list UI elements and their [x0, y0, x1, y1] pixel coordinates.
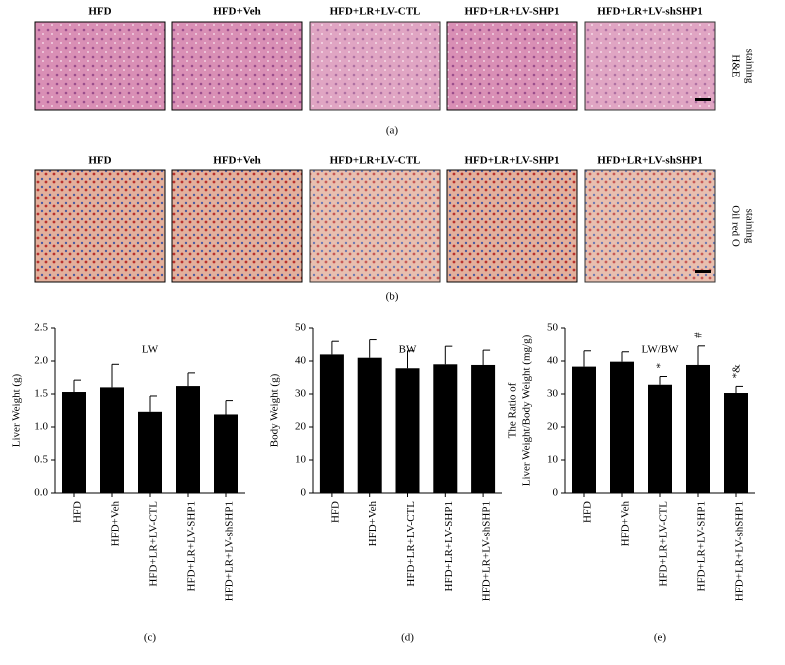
y-tick-label: 1.5 — [34, 388, 48, 400]
x-tick-label: HFD+LR+LV-SHP1 — [443, 501, 455, 591]
chart-title: BW — [399, 344, 417, 356]
histology-image — [584, 21, 716, 111]
bar — [176, 386, 200, 493]
bar — [471, 364, 496, 493]
histology-image — [309, 169, 441, 283]
panel-label: HFD+LR+LV-CTL — [330, 6, 421, 18]
histology-image — [584, 169, 716, 283]
x-tick-label: HFD+LR+LV-SHP1 — [696, 501, 708, 591]
bar — [357, 357, 382, 493]
y-tick-label: 20 — [547, 421, 559, 433]
x-tick-label: HFD — [72, 501, 84, 523]
caption: (c) — [144, 632, 157, 644]
x-tick-label: HFD+Veh — [620, 501, 632, 547]
y-tick-label: 50 — [295, 322, 307, 334]
histology-image — [309, 21, 441, 111]
caption: (d) — [401, 632, 414, 644]
side-label: H&E — [729, 54, 741, 78]
y-tick-label: 0 — [301, 487, 307, 499]
panel-label: HFD+LR+LV-SHP1 — [464, 155, 559, 167]
x-tick-label: HFD+LR+LV-CTL — [148, 501, 160, 587]
side-label: staining — [743, 49, 755, 84]
x-tick-label: HFD+LR+LV-CTL — [658, 501, 670, 587]
bar — [433, 364, 458, 493]
panel-label: HFD+LR+LV-CTL — [330, 155, 421, 167]
bar — [214, 414, 238, 493]
bar — [610, 361, 634, 493]
y-tick-label: 50 — [547, 322, 559, 334]
panel-label: HFD — [88, 6, 111, 18]
y-tick-label: 30 — [295, 388, 307, 400]
y-tick-label: 10 — [547, 454, 559, 466]
bar — [572, 366, 596, 493]
bar — [724, 393, 748, 493]
caption: (a) — [386, 125, 399, 137]
bar — [62, 392, 86, 493]
caption: (e) — [654, 632, 667, 644]
y-tick-label: 10 — [295, 454, 307, 466]
y-axis-label: Liver Weight/Body Weight (mg/g) — [521, 334, 533, 486]
bar — [395, 368, 420, 493]
x-tick-label: HFD+LR+LV-CTL — [405, 501, 417, 587]
significance-mark: * — [655, 363, 667, 369]
y-tick-label: 0 — [553, 487, 559, 499]
panel-label: HFD+LR+LV-shSHP1 — [597, 6, 702, 18]
x-tick-label: HFD — [582, 501, 594, 523]
bar — [100, 387, 124, 493]
panel-label: HFD+Veh — [213, 6, 260, 18]
bar — [138, 411, 162, 493]
x-tick-label: HFD+Veh — [367, 501, 379, 547]
bar — [686, 364, 710, 493]
y-axis-label: Liver Weight (g) — [11, 373, 23, 447]
bar — [648, 384, 672, 493]
y-tick-label: 2.5 — [34, 322, 48, 334]
scale-bar — [695, 98, 711, 101]
scale-bar — [695, 270, 711, 273]
y-tick-label: 40 — [547, 355, 559, 367]
histology-image — [171, 169, 303, 283]
histology-image — [34, 169, 166, 283]
chart-title: LW/BW — [641, 344, 679, 356]
y-tick-label: 30 — [547, 388, 559, 400]
y-tick-label: 40 — [295, 355, 307, 367]
y-tick-label: 0.0 — [34, 487, 48, 499]
panel-label: HFD+Veh — [213, 155, 260, 167]
x-tick-label: HFD — [329, 501, 341, 523]
histology-image — [171, 21, 303, 111]
x-tick-label: HFD+LR+LV-shSHP1 — [481, 501, 493, 601]
y-tick-label: 1.0 — [34, 421, 48, 433]
significance-mark: # — [693, 332, 705, 338]
histology-image — [34, 21, 166, 111]
y-axis-label: The Ratio of — [507, 382, 519, 438]
x-tick-label: HFD+LR+LV-shSHP1 — [224, 501, 236, 601]
bar — [319, 354, 344, 493]
panel-label: HFD+LR+LV-SHP1 — [464, 6, 559, 18]
x-tick-label: HFD+Veh — [110, 501, 122, 547]
side-label: Oil red O — [729, 205, 741, 247]
histology-image — [446, 21, 578, 111]
side-label: staining — [743, 209, 755, 244]
y-axis-label: Body Weight (g) — [269, 373, 281, 447]
x-tick-label: HFD+LR+LV-shSHP1 — [734, 501, 746, 601]
y-tick-label: 2.0 — [34, 355, 48, 367]
significance-mark: *& — [731, 364, 743, 379]
chart-title: LW — [142, 344, 159, 356]
caption: (b) — [386, 291, 399, 303]
histology-image — [446, 169, 578, 283]
panel-label: HFD — [88, 155, 111, 167]
y-tick-label: 0.5 — [34, 454, 48, 466]
y-tick-label: 20 — [295, 421, 307, 433]
panel-label: HFD+LR+LV-shSHP1 — [597, 155, 702, 167]
x-tick-label: HFD+LR+LV-SHP1 — [186, 501, 198, 591]
